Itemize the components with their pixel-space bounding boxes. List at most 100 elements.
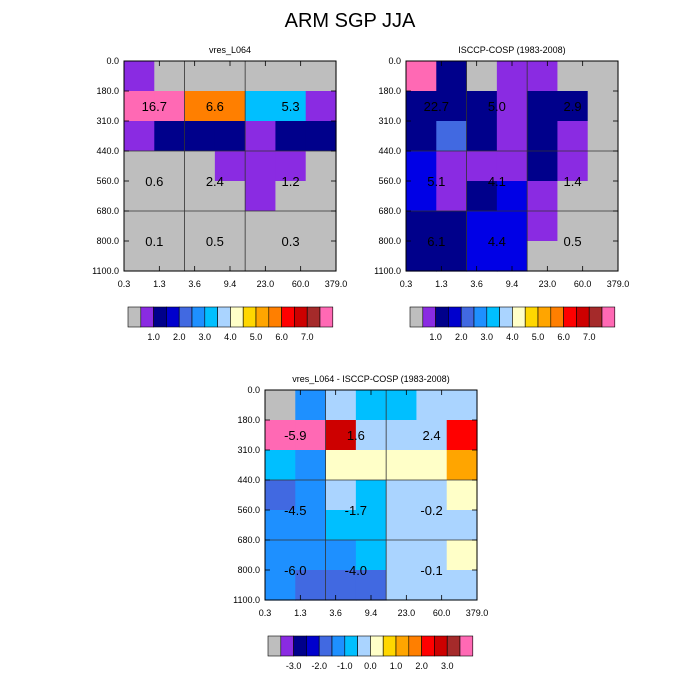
cell-value-label: 0.6	[145, 174, 163, 189]
cell-value-label: 2.4	[206, 174, 224, 189]
heatmap-cell	[416, 480, 448, 511]
heatmap-cell	[245, 181, 277, 212]
colorbar-label: 0.0	[364, 661, 377, 671]
cell-value-label: 5.3	[282, 99, 300, 114]
heatmap-cell	[265, 390, 296, 421]
colorbar: -3.0 -2.0 -1.0 0.0 1.0 2.0 3.0	[267, 635, 474, 671]
y-tick-label: 310.0	[237, 445, 260, 455]
colorbar-swatch	[127, 306, 142, 328]
heatmap-cell	[214, 91, 246, 122]
heatmap-cell	[124, 61, 155, 92]
colorbar-label: 6.0	[275, 332, 288, 342]
colorbar-swatch	[153, 306, 167, 328]
heatmap-cell	[325, 510, 357, 541]
colorbar-label: 5.0	[532, 332, 545, 342]
heatmap-cell	[386, 480, 418, 511]
heatmap-cell	[245, 61, 277, 92]
heatmap-cell	[355, 540, 387, 571]
colorbar-swatch	[421, 635, 435, 657]
heatmap-cell	[557, 181, 589, 212]
heatmap-cell	[184, 151, 216, 182]
y-tick-label: 440.0	[237, 475, 260, 485]
panel-bottom: -5.9 1.6 2.4 -4.5 -1.7 -0.2 -6.0 -4.0 -0.1 vres_L…	[233, 374, 488, 671]
heatmap-cell	[305, 181, 337, 212]
heatmap-cell	[325, 420, 357, 451]
y-tick-label: 800.0	[378, 236, 401, 246]
heatmap-cell	[527, 121, 559, 152]
x-tick-label: 3.6	[470, 279, 483, 289]
panel-title: ISCCP-COSP (1983-2008)	[458, 45, 565, 55]
heatmap-cell	[265, 540, 296, 571]
y-tick-label: 440.0	[378, 146, 401, 156]
colorbar-swatch	[293, 635, 307, 657]
heatmap-cell	[275, 61, 307, 92]
x-tick-label: 9.4	[224, 279, 237, 289]
cell-value-label: 2.9	[564, 99, 582, 114]
heatmap-cell	[295, 390, 327, 421]
heatmap-cell	[245, 211, 277, 242]
y-tick-label: 310.0	[96, 116, 119, 126]
heatmap-cell	[154, 181, 186, 212]
heatmap-cell	[406, 121, 437, 152]
colorbar-swatch	[499, 306, 513, 328]
colorbar-swatch	[588, 306, 603, 328]
heatmap-cell	[466, 61, 498, 92]
heatmap-cell	[587, 61, 619, 92]
heatmap-cell	[305, 91, 337, 122]
heatmap-cell	[355, 480, 387, 511]
colorbar-swatch	[512, 306, 526, 328]
heatmap-cell	[466, 91, 498, 122]
x-tick-label: 379.0	[466, 608, 489, 618]
colorbar-swatch	[550, 306, 564, 328]
cell-value-label: 6.1	[427, 234, 445, 249]
colorbar-swatch	[446, 635, 461, 657]
heatmap-cell	[154, 211, 186, 242]
colorbar-swatch	[563, 306, 577, 328]
colorbar-swatch	[267, 635, 282, 657]
heatmap-cell	[124, 211, 155, 242]
heatmap-cell	[527, 91, 559, 122]
heatmap-cell	[245, 151, 277, 182]
x-tick-label: 0.3	[400, 279, 413, 289]
heatmap-cell	[275, 121, 307, 152]
colorbar-swatch	[473, 306, 488, 328]
heatmap-cell	[496, 61, 528, 92]
colorbar-label: 1.0	[429, 332, 442, 342]
y-tick-label: 1100.0	[233, 595, 260, 605]
colorbar-swatch	[191, 306, 206, 328]
y-tick-label: 1100.0	[374, 266, 401, 276]
heatmap-cell	[416, 450, 448, 481]
cell-value-label: -0.1	[420, 563, 442, 578]
colorbar-swatch	[408, 635, 422, 657]
heatmap-cell	[305, 241, 337, 272]
heatmap-cell	[386, 450, 418, 481]
heatmap-cell	[124, 121, 155, 152]
colorbar-swatch	[524, 306, 539, 328]
colorbar-swatch	[255, 306, 270, 328]
cell-value-label: 4.1	[488, 174, 506, 189]
heatmap-cell	[436, 151, 468, 182]
heatmap-cell	[446, 540, 478, 571]
heatmap-cell	[557, 91, 589, 122]
page-title: ARM SGP JJA	[284, 10, 416, 32]
colorbar-swatch	[217, 306, 231, 328]
colorbar-swatch	[459, 635, 474, 657]
heatmap-cell	[265, 450, 296, 481]
cell-value-label: 5.0	[488, 99, 506, 114]
colorbar-swatch	[382, 635, 397, 657]
y-tick-label: 0.0	[247, 385, 260, 395]
colorbar-swatch	[318, 635, 333, 657]
heatmap-cell	[557, 61, 589, 92]
y-tick-label: 0.0	[106, 56, 119, 66]
heatmap-cell	[416, 540, 448, 571]
heatmap-cell	[184, 211, 216, 242]
cell-value-label: -1.7	[345, 503, 367, 518]
cell-value-label: 22.7	[424, 99, 449, 114]
heatmap-cell	[496, 121, 528, 152]
x-tick-label: 60.0	[292, 279, 310, 289]
heatmap-cell	[154, 121, 186, 152]
heatmap-cell	[275, 211, 307, 242]
heatmap-cell	[154, 91, 186, 122]
heatmap-cell	[355, 450, 387, 481]
cell-value-label: 4.4	[488, 234, 506, 249]
